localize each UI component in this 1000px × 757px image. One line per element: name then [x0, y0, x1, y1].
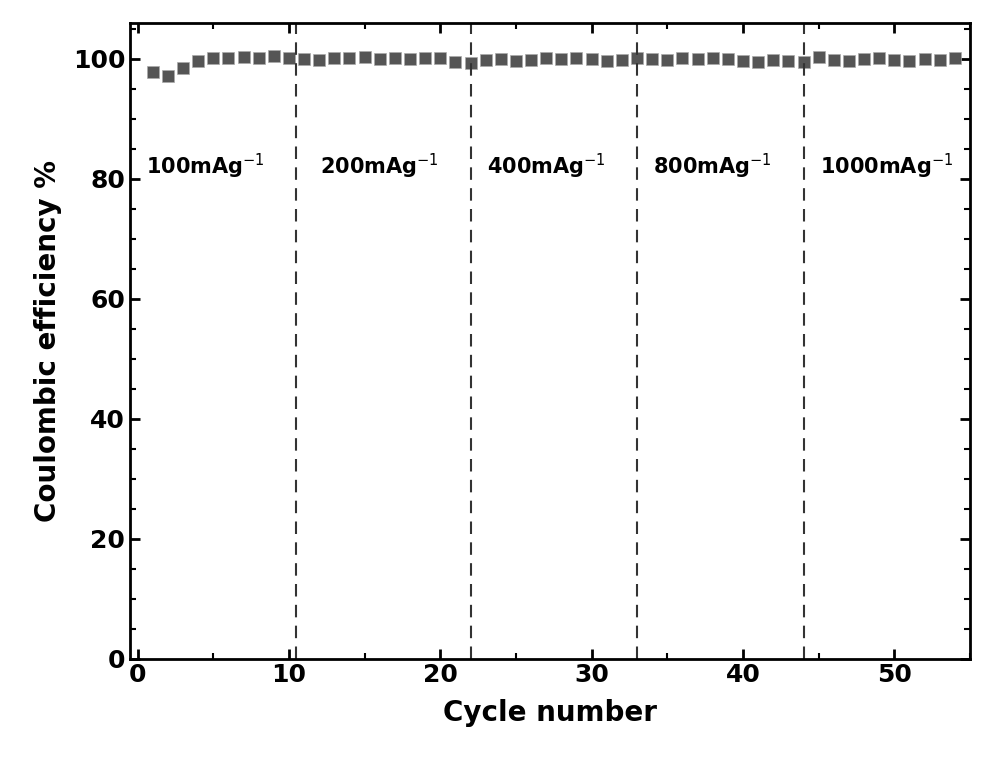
- Y-axis label: Coulombic efficiency %: Coulombic efficiency %: [34, 160, 62, 522]
- Text: 100mAg$^{-1}$: 100mAg$^{-1}$: [146, 152, 265, 181]
- Text: 1000mAg$^{-1}$: 1000mAg$^{-1}$: [820, 152, 953, 181]
- Text: 800mAg$^{-1}$: 800mAg$^{-1}$: [653, 152, 772, 181]
- Text: 200mAg$^{-1}$: 200mAg$^{-1}$: [320, 152, 439, 181]
- Text: 400mAg$^{-1}$: 400mAg$^{-1}$: [487, 152, 606, 181]
- X-axis label: Cycle number: Cycle number: [443, 699, 657, 727]
